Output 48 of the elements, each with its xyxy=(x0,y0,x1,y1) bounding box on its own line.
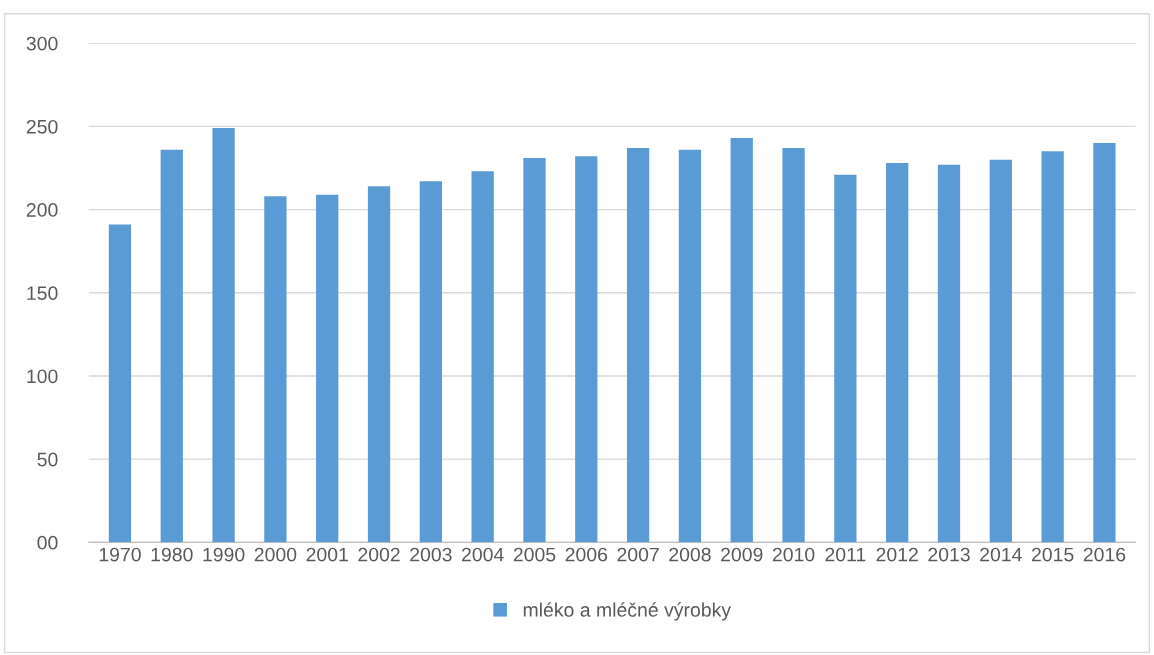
x-tick-label: 2009 xyxy=(721,547,763,562)
bar xyxy=(626,148,650,543)
bar xyxy=(575,156,598,543)
x-tick-label: 1980 xyxy=(151,547,193,562)
bar xyxy=(419,181,442,543)
x-tick-label: 2007 xyxy=(617,547,659,562)
x-tick-label: 2013 xyxy=(928,547,970,562)
x-tick-label: 1990 xyxy=(203,547,245,562)
x-tick-label: 2000 xyxy=(254,547,297,562)
x-tick-label: 2015 xyxy=(1031,547,1074,562)
x-tick-label: 2010 xyxy=(772,547,815,562)
y-tick-label: 200 xyxy=(26,203,58,217)
bar xyxy=(730,138,753,543)
bar xyxy=(1093,143,1116,543)
bar xyxy=(316,194,339,543)
x-tick-label: 2003 xyxy=(410,547,452,562)
bar xyxy=(523,158,546,543)
x-tick-label: 2001 xyxy=(306,547,348,562)
x-tick-label: 2011 xyxy=(825,547,866,562)
bar xyxy=(1041,151,1064,543)
x-tick-label: 2005 xyxy=(513,547,556,562)
y-tick-label: 150 xyxy=(27,286,58,301)
x-tick-label: 2016 xyxy=(1083,547,1126,562)
bar xyxy=(782,148,805,543)
bar xyxy=(367,186,391,543)
x-tick-label: 1970 xyxy=(99,547,141,562)
x-tick-label: 2004 xyxy=(462,547,504,562)
y-tick-label: 300 xyxy=(26,36,58,51)
bar xyxy=(989,159,1012,543)
x-tick-label: 2014 xyxy=(980,547,1022,562)
y-tick-label: 00 xyxy=(37,535,58,550)
x-tick-label: 2012 xyxy=(876,547,918,562)
x-tick-label: 2002 xyxy=(358,547,400,562)
bar xyxy=(264,196,287,543)
bar xyxy=(108,224,132,543)
bar xyxy=(160,149,183,543)
bar xyxy=(212,128,235,543)
bar xyxy=(678,149,702,543)
bar xyxy=(937,164,961,543)
bar xyxy=(886,163,909,543)
legend-label: mléko a mléčné výrobky xyxy=(523,602,732,621)
x-tick-label: 2008 xyxy=(669,547,711,562)
y-tick-label: 50 xyxy=(37,452,58,467)
y-tick-label: 250 xyxy=(26,119,58,134)
bar xyxy=(471,171,494,543)
x-tick-label: 2006 xyxy=(565,547,608,562)
bar xyxy=(834,174,857,543)
y-tick-label: 100 xyxy=(27,369,58,384)
